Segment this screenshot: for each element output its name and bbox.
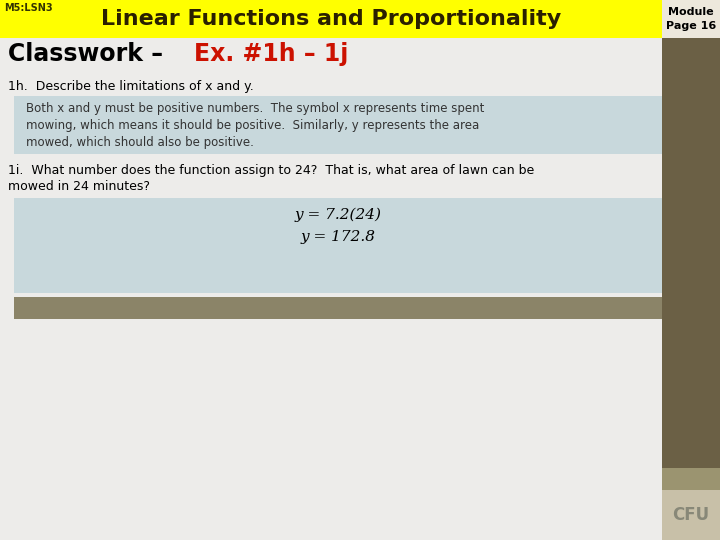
Text: 1h.  Describe the limitations of x and y.: 1h. Describe the limitations of x and y.	[8, 80, 253, 93]
Text: Classwork –: Classwork –	[8, 42, 171, 66]
Bar	[0, 0, 662, 38]
Text: Both x and y must be positive numbers.  The symbol x represents time spent: Both x and y must be positive numbers. T…	[26, 102, 485, 115]
Text: Module
Page 16: Module Page 16	[666, 8, 716, 31]
Text: mowed in 24 minutes?: mowed in 24 minutes?	[8, 180, 150, 193]
Bar	[14, 198, 662, 293]
Bar	[662, 38, 720, 468]
Text: y = 172.8: y = 172.8	[300, 230, 376, 244]
Text: y = 7.2(24): y = 7.2(24)	[294, 208, 382, 222]
Text: 1i.  What number does the function assign to 24?  That is, what area of lawn can: 1i. What number does the function assign…	[8, 164, 534, 177]
Text: Linear Functions and Proportionality: Linear Functions and Proportionality	[101, 9, 561, 29]
Bar	[662, 490, 720, 540]
Bar	[662, 0, 720, 38]
Bar	[14, 96, 662, 154]
Bar	[14, 297, 662, 319]
Text: Ex. #1h – 1j: Ex. #1h – 1j	[194, 42, 348, 66]
Text: mowing, which means it should be positive.  Similarly, y represents the area: mowing, which means it should be positiv…	[26, 119, 480, 132]
Text: CFU: CFU	[672, 506, 710, 524]
Text: M5:LSN3: M5:LSN3	[4, 3, 53, 13]
Bar	[662, 468, 720, 540]
Text: mowed, which should also be positive.: mowed, which should also be positive.	[26, 136, 254, 149]
